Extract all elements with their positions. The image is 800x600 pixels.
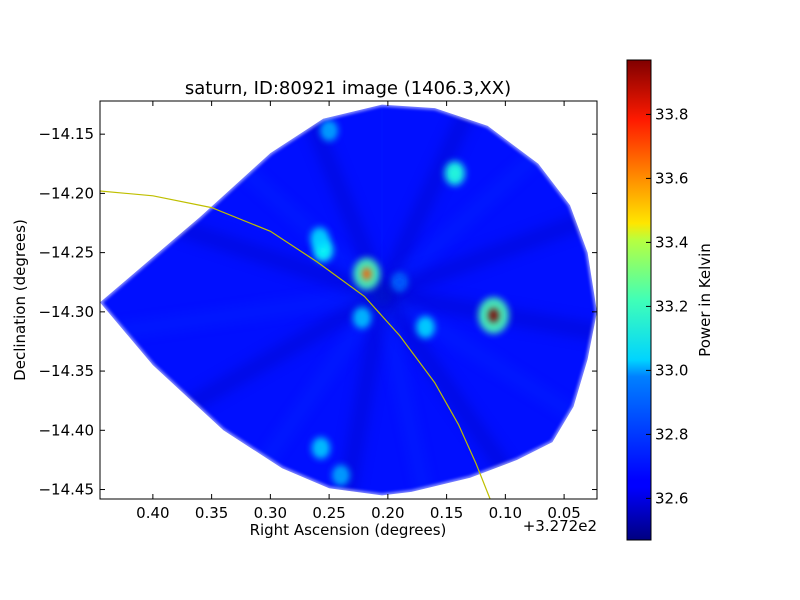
colorbar-tick-label: 33.0: [655, 361, 688, 379]
source-peak: [362, 267, 372, 280]
x-offset-label: +3.272e2: [523, 517, 597, 535]
colorbar: [626, 59, 652, 541]
colorbar-tick-label: 32.6: [655, 489, 688, 507]
heatmap-streak: [319, 292, 389, 496]
source-peak: [359, 313, 365, 322]
source-peak: [451, 168, 459, 178]
heatmap-sources: [310, 120, 509, 486]
source-peak: [338, 471, 344, 480]
x-tick-label: 0.05: [547, 504, 580, 522]
heatmap-streak: [255, 104, 389, 297]
colorbar-tick-label: 33.6: [655, 169, 688, 187]
heatmap-streak: [380, 287, 597, 357]
x-axis-label: Right Ascension (degrees): [250, 521, 447, 539]
y-tick-label: −14.45: [38, 481, 94, 499]
colorbar-label: Power in Kelvin: [696, 243, 714, 357]
colorbar-tick-label: 33.4: [655, 233, 688, 251]
x-tick-label: 0.15: [430, 504, 463, 522]
colorbar-tick-label: 33.2: [655, 297, 688, 315]
x-tick-label: 0.30: [254, 504, 287, 522]
heatmap-streak: [194, 291, 386, 496]
heatmap-streak: [379, 178, 597, 301]
footprint-edge: [100, 103, 597, 497]
y-axis-label: Declination (degrees): [11, 219, 29, 381]
x-tick-label: 0.20: [371, 504, 404, 522]
source-peak: [316, 234, 323, 243]
y-tick-label: −14.20: [38, 184, 94, 202]
y-axis-ticks: −14.15 −14.20 −14.25 −14.30 −14.35 −14.40 −14.…: [38, 125, 597, 499]
x-tick-label: 0.10: [489, 504, 522, 522]
colorbar-ticks: 32.6 32.8 33.0 33.2 33.4 33.6 33.8: [646, 105, 688, 507]
y-tick-label: −14.15: [38, 125, 94, 143]
source-peak: [488, 308, 499, 323]
y-tick-label: −14.35: [38, 362, 94, 380]
y-tick-label: −14.40: [38, 421, 94, 439]
heatmap-streak: [376, 290, 572, 496]
y-tick-label: −14.30: [38, 303, 94, 321]
colorbar-tick-label: 32.8: [655, 425, 688, 443]
source-peak: [326, 126, 332, 135]
source-peak: [318, 443, 324, 453]
chart-title: saturn, ID:80921 image (1406.3,XX): [185, 78, 511, 99]
source-peak: [422, 322, 429, 332]
x-tick-label: 0.25: [312, 504, 345, 522]
axes-frame: [99, 100, 598, 500]
heatmap-streak: [377, 293, 453, 496]
x-axis-ticks: 0.40 0.35 0.30 0.25 0.20 0.15 0.10 0.05: [136, 101, 581, 522]
x-tick-label: 0.35: [195, 504, 228, 522]
source-peak: [397, 278, 403, 286]
y-tick-label: −14.25: [38, 244, 94, 262]
planet-limb-arc: [100, 190, 491, 499]
colorbar-tick-label: 33.8: [655, 105, 688, 123]
heatmap-streak: [375, 104, 524, 298]
x-tick-label: 0.40: [136, 504, 169, 522]
